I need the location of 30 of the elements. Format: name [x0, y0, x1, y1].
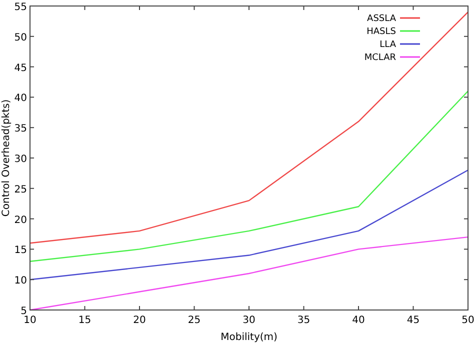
x-tick-label: 35 [297, 315, 310, 326]
legend-label: HASLS [366, 27, 396, 37]
legend-label: MCLAR [364, 53, 396, 63]
x-axis-title: Mobility(m) [220, 332, 278, 343]
x-tick-label: 30 [242, 315, 256, 326]
x-tick-label: 25 [188, 315, 201, 326]
x-tick-label: 45 [406, 315, 420, 326]
y-tick-label: 45 [14, 62, 27, 74]
line-series [29, 11, 469, 244]
y-tick-label: 25 [14, 184, 27, 196]
y-tick-label: 10 [14, 276, 27, 287]
x-tick-label: 20 [133, 315, 146, 326]
y-tick-label: 40 [14, 93, 27, 104]
y-tick-label: 35 [14, 124, 27, 135]
y-tick-label: 20 [14, 214, 27, 226]
y-tick-label: 5 [20, 306, 27, 317]
y-tick-label: 15 [14, 245, 27, 256]
y-tick-label: 55 [14, 2, 27, 13]
x-tick-label: 40 [352, 315, 365, 326]
line-series [29, 236, 469, 311]
x-tick-label: 10 [24, 315, 36, 326]
legend-label: ASSLA [367, 14, 397, 24]
x-tick-label: 50 [462, 315, 474, 326]
y-tick-label: 30 [14, 154, 27, 165]
x-tick-label: 15 [78, 315, 92, 326]
legend-label: LLA [380, 40, 397, 50]
y-tick-label: 50 [14, 32, 27, 44]
y-axis-title: Control Overhead(pkts) [1, 99, 12, 217]
line-series [29, 90, 469, 262]
line-series [29, 170, 469, 280]
